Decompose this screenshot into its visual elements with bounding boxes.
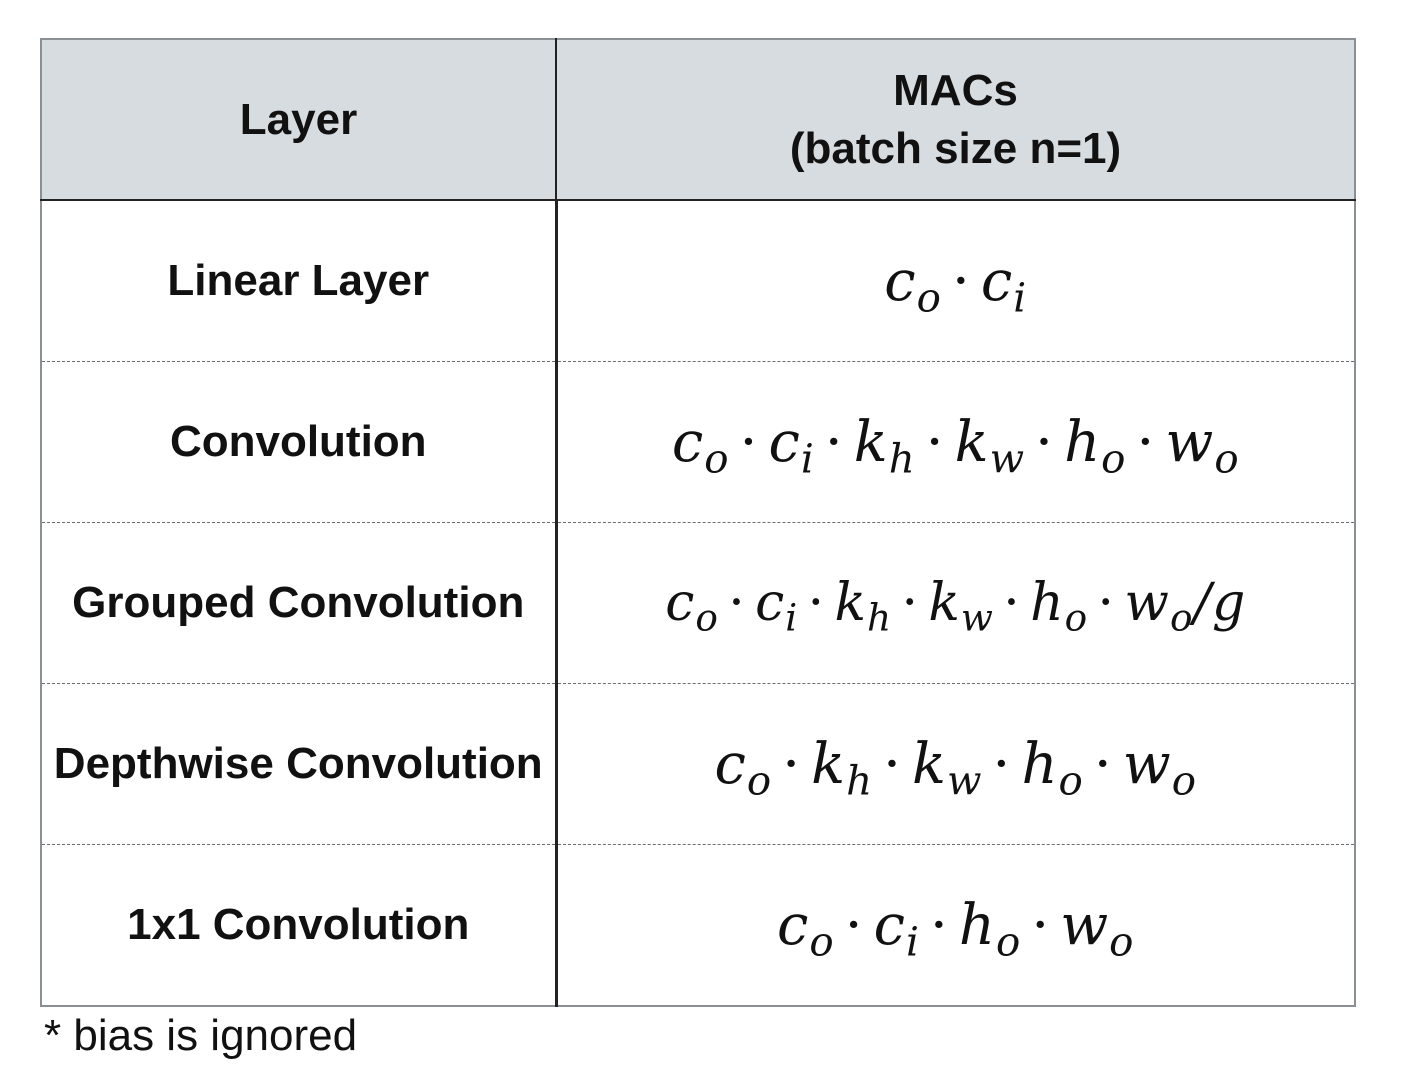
formula-subscript: w bbox=[946, 756, 983, 804]
multiply-dot: · bbox=[1003, 573, 1021, 633]
formula-term: co bbox=[714, 731, 773, 804]
formula-term: kh bbox=[853, 409, 916, 482]
formula-term: kw bbox=[954, 409, 1026, 482]
table-header-row: Layer MACs (batch size n=1) bbox=[40, 38, 1356, 201]
formula-term: co bbox=[671, 409, 730, 482]
header-macs-title: MACs bbox=[893, 65, 1018, 115]
table-row: Linear Layer co · ci bbox=[40, 200, 1356, 362]
formula-subscript: i bbox=[1013, 273, 1028, 321]
formula-term: co bbox=[665, 573, 719, 640]
formula-subscript: o bbox=[1101, 434, 1127, 482]
layer-cell: 1x1 Convolution bbox=[40, 844, 558, 1007]
formula-subscript: o bbox=[809, 917, 835, 965]
formula-subscript: o bbox=[916, 273, 942, 321]
multiply-dot: · bbox=[930, 892, 949, 958]
macs-formula-1x1-convolution: co · ci · ho · wo bbox=[777, 892, 1135, 965]
layer-name-1x1-convolution: 1x1 Convolution bbox=[127, 900, 470, 949]
layer-cell: Linear Layer bbox=[40, 200, 558, 362]
formula-term: ho bbox=[1064, 409, 1127, 482]
layer-cell: Depthwise Convolution bbox=[40, 683, 558, 845]
macs-table-container: Layer MACs (batch size n=1) Linear Layer… bbox=[40, 38, 1356, 1007]
header-layer-label: Layer bbox=[239, 94, 358, 144]
formula-term: kw bbox=[912, 731, 983, 804]
formula-subscript: w bbox=[960, 595, 994, 640]
formula-term: ci bbox=[980, 248, 1028, 321]
multiply-dot: · bbox=[952, 248, 971, 314]
multiply-dot: · bbox=[1031, 892, 1051, 958]
layer-cell: Convolution bbox=[40, 361, 558, 523]
layer-name-grouped-convolution: Grouped Convolution bbox=[72, 578, 525, 627]
formula-term: kh bbox=[834, 573, 893, 640]
multiply-dot: · bbox=[807, 573, 826, 633]
multiply-dot: · bbox=[883, 731, 902, 797]
layer-name-depthwise-convolution: Depthwise Convolution bbox=[53, 739, 543, 788]
formula-subscript: o bbox=[1171, 756, 1197, 804]
header-macs-subtitle: (batch size n=1) bbox=[789, 123, 1122, 173]
formula-term: ho bbox=[958, 892, 1022, 965]
formula-subscript: h bbox=[866, 595, 893, 640]
formula-term: ho bbox=[1021, 731, 1084, 804]
formula-subscript: o bbox=[704, 434, 730, 482]
formula-term: kw bbox=[928, 573, 994, 640]
macs-cell: co · ci · kh · kw · ho · wo/g bbox=[556, 522, 1356, 684]
formula-subscript: o bbox=[995, 917, 1022, 965]
header-macs: MACs (batch size n=1) bbox=[556, 38, 1356, 201]
macs-formula-linear: co · ci bbox=[884, 248, 1028, 321]
formula-subscript: i bbox=[785, 595, 799, 640]
formula-subscript: o bbox=[746, 756, 773, 804]
formula-term: ho bbox=[1030, 573, 1089, 640]
formula-subscript: o bbox=[1058, 756, 1084, 804]
multiply-dot: · bbox=[992, 731, 1012, 797]
multiply-dot: · bbox=[1136, 409, 1156, 475]
footnote: * bias is ignored bbox=[44, 1011, 358, 1060]
formula-term: co bbox=[777, 892, 835, 965]
layer-name-convolution: Convolution bbox=[169, 417, 427, 466]
multiply-dot: · bbox=[901, 573, 919, 633]
formula-term: wo bbox=[1060, 892, 1135, 965]
multiply-dot: · bbox=[782, 731, 802, 797]
multiply-dot: · bbox=[739, 409, 759, 475]
multiply-dot: · bbox=[1097, 573, 1116, 633]
formula-term: co bbox=[884, 248, 942, 321]
multiply-dot: · bbox=[844, 892, 864, 958]
macs-cell: co · ci · kh · kw · ho · wo bbox=[556, 361, 1356, 523]
macs-cell: co · ci · ho · wo bbox=[556, 844, 1356, 1007]
formula-term: wo bbox=[1122, 731, 1197, 804]
formula-subscript: o bbox=[695, 595, 719, 640]
formula-term: ci bbox=[755, 573, 799, 640]
table-row: Depthwise Convolution co · kh · kw · ho · wo bbox=[40, 683, 1356, 845]
formula-subscript: o bbox=[1214, 434, 1240, 482]
table-row: Grouped Convolution co · ci · kh · kw · ho · wo/g bbox=[40, 522, 1356, 684]
formula-subscript: w bbox=[989, 434, 1026, 482]
formula-term: wo bbox=[1165, 409, 1240, 482]
formula-subscript: i bbox=[906, 917, 920, 965]
multiply-dot: · bbox=[1093, 731, 1113, 797]
table-row: 1x1 Convolution co · ci · ho · wo bbox=[40, 844, 1356, 1007]
macs-cell: co · kh · kw · ho · wo bbox=[556, 683, 1356, 845]
layer-name-linear: Linear Layer bbox=[167, 256, 430, 305]
formula-term: ci bbox=[873, 892, 920, 965]
multiply-dot: · bbox=[925, 409, 945, 475]
formula-subscript: i bbox=[800, 434, 815, 482]
formula-subscript: o bbox=[1169, 595, 1194, 640]
macs-formula-depthwise-convolution: co · kh · kw · ho · wo bbox=[714, 731, 1197, 804]
multiply-dot: · bbox=[728, 573, 746, 633]
table-row: Convolution co · ci · kh · kw · ho · wo bbox=[40, 361, 1356, 523]
macs-formula-grouped-convolution: co · ci · kh · kw · ho · wo/g bbox=[665, 573, 1247, 640]
header-layer: Layer bbox=[40, 38, 557, 201]
multiply-dot: · bbox=[1035, 409, 1054, 475]
formula-subscript: h bbox=[888, 434, 916, 482]
macs-formula-convolution: co · ci · kh · kw · ho · wo bbox=[671, 409, 1240, 482]
formula-suffix: /g bbox=[1193, 573, 1247, 633]
formula-subscript: o bbox=[1064, 595, 1089, 640]
formula-term: wo bbox=[1124, 573, 1194, 640]
layer-cell: Grouped Convolution bbox=[40, 522, 558, 684]
multiply-dot: · bbox=[824, 409, 844, 475]
macs-cell: co · ci bbox=[556, 200, 1356, 362]
macs-table: Layer MACs (batch size n=1) Linear Layer… bbox=[40, 38, 1356, 1007]
formula-subscript: h bbox=[846, 756, 874, 804]
formula-term: ci bbox=[768, 409, 815, 482]
formula-subscript: o bbox=[1109, 917, 1135, 965]
formula-term: kh bbox=[811, 731, 874, 804]
